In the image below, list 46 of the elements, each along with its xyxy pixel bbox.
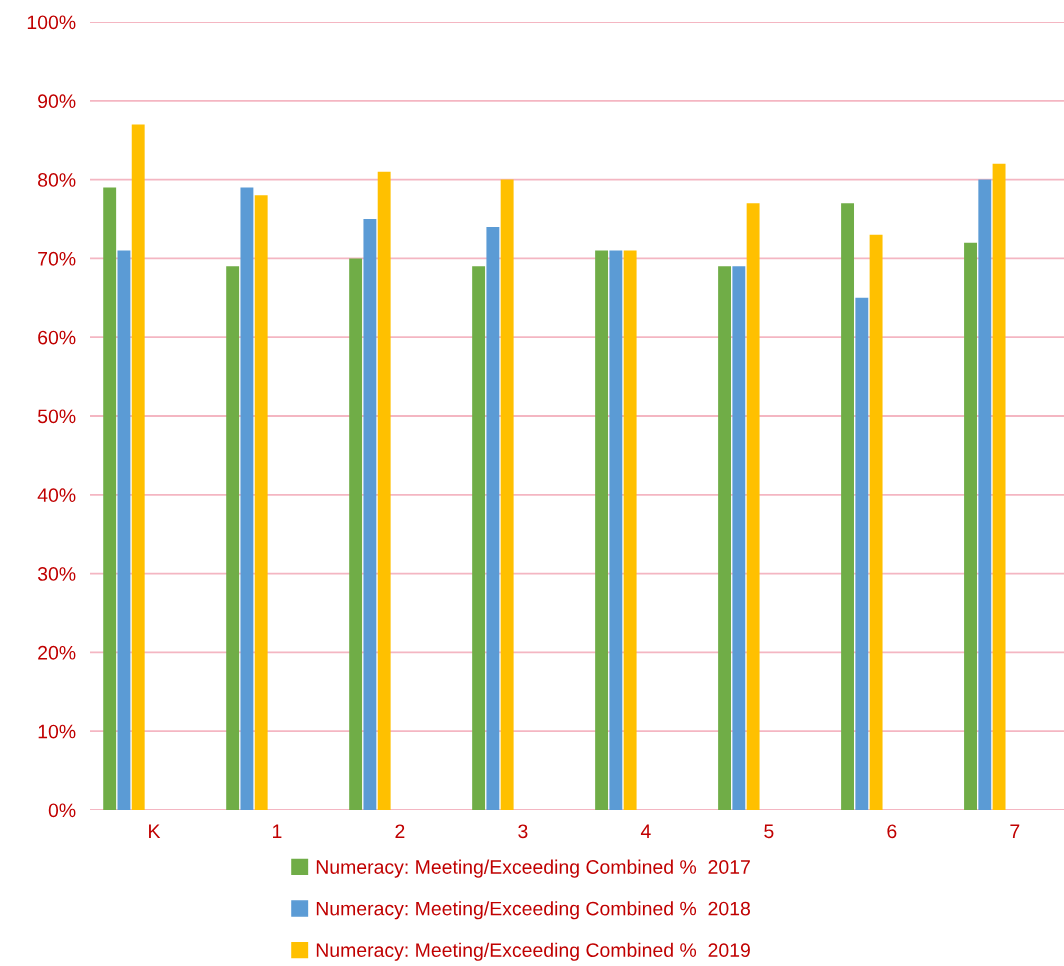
legend-label: Numeracy: Meeting/Exceeding Combined % 2017 <box>316 859 750 878</box>
y-tick-label: 100% <box>27 15 76 30</box>
bar <box>978 179 992 810</box>
y-tick-label: 50% <box>37 409 76 424</box>
bar <box>746 203 760 810</box>
y-tick-label: 80% <box>38 173 76 187</box>
bar <box>240 187 254 810</box>
x-tick-label: 1 <box>273 824 282 838</box>
bar <box>131 124 145 810</box>
bar <box>486 226 500 810</box>
bar <box>226 266 240 810</box>
bar <box>732 266 746 810</box>
bar <box>472 266 486 810</box>
legend-label: Numeracy: Meeting/Exceeding Combined % 2019 <box>316 942 750 961</box>
y-tick-label: 30% <box>37 567 76 581</box>
bar <box>117 250 131 810</box>
x-tick-label: 7 <box>1010 824 1020 838</box>
x-tick-label: 5 <box>764 824 774 839</box>
bar <box>500 179 514 810</box>
bar <box>992 163 1006 810</box>
y-tick-label: 70% <box>38 251 76 266</box>
x-tick-label: 3 <box>518 824 528 839</box>
bar <box>349 258 363 810</box>
y-tick-label: 40% <box>37 488 76 503</box>
y-tick-label: 20% <box>38 645 76 660</box>
x-tick-label: K <box>149 824 161 838</box>
y-tick-label: 60% <box>38 330 76 345</box>
x-tick-label: 4 <box>640 824 651 838</box>
bar <box>869 234 883 810</box>
bar <box>855 297 869 810</box>
bar <box>363 219 377 810</box>
bar <box>103 187 117 810</box>
bar <box>718 266 732 810</box>
y-tick-label: 10% <box>38 724 76 739</box>
bar <box>841 203 855 810</box>
legend-label: Numeracy: Meeting/Exceeding Combined % 2018 <box>316 901 750 920</box>
x-tick-label: 6 <box>887 824 897 839</box>
bar <box>609 250 623 810</box>
y-tick-label: 90% <box>38 94 76 109</box>
bar <box>964 242 977 810</box>
x-tick-label: 2 <box>395 824 405 838</box>
y-tick-label: 0% <box>48 803 76 818</box>
bar <box>623 250 637 810</box>
bar <box>595 250 609 810</box>
bar <box>254 195 268 810</box>
bar <box>377 171 391 810</box>
